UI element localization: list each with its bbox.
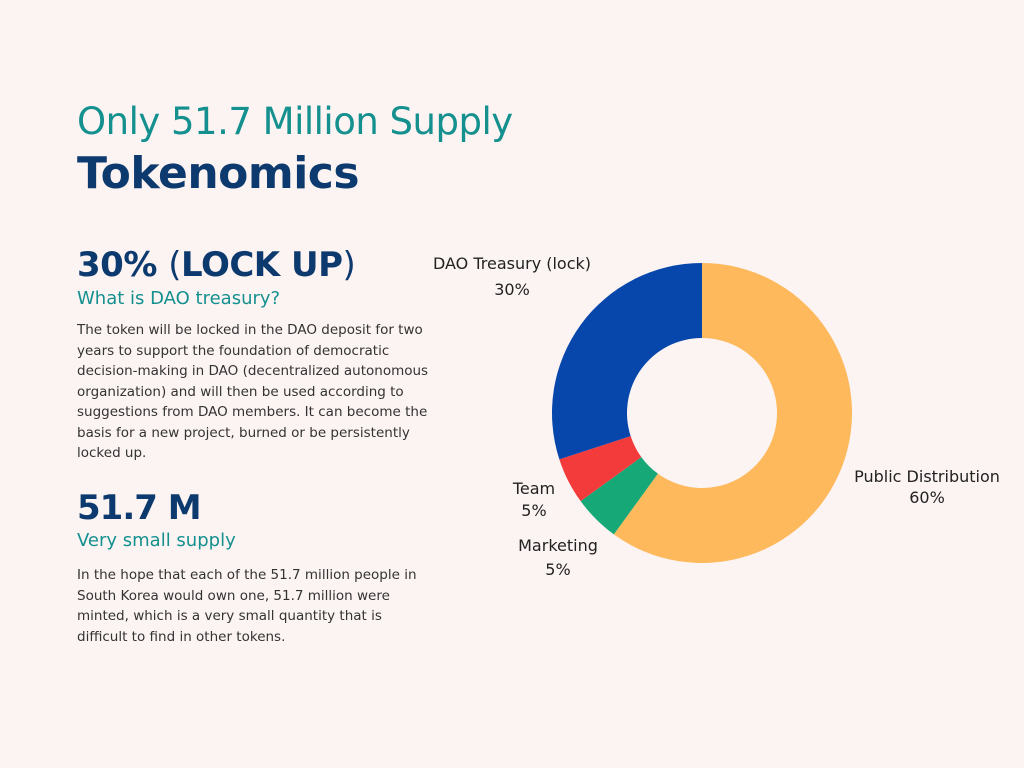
slice-value-label: 5% xyxy=(545,560,570,579)
slice-dao-treasury-lock xyxy=(552,263,702,460)
slice-marketing xyxy=(580,457,658,535)
lockup-label: LOCK UP xyxy=(181,245,343,285)
lockup-open-paren: ( xyxy=(168,245,181,285)
lockup-percent: 30% xyxy=(77,245,157,285)
slice-public-distribution xyxy=(613,263,853,563)
slice-label: Marketing xyxy=(518,536,598,555)
lockup-close-paren: ) xyxy=(342,245,356,285)
supply-heading: 51.7 M xyxy=(77,488,202,528)
supply-subheading: Very small supply xyxy=(77,530,236,551)
slice-label: Public Distribution xyxy=(854,467,1000,486)
slice-value-label: 30% xyxy=(494,280,530,299)
slice-value-label: 60% xyxy=(909,488,945,507)
dao-treasury-question: What is DAO treasury? xyxy=(77,288,281,309)
slice-label: Team xyxy=(512,479,555,498)
supply-description: In the hope that each of the 51.7 millio… xyxy=(77,567,417,645)
dao-treasury-description: The token will be locked in the DAO depo… xyxy=(77,322,429,461)
lockup-heading: 30% (LOCK UP) xyxy=(77,245,356,285)
page-subtitle: Only 51.7 Million Supply xyxy=(77,100,513,143)
slice-team xyxy=(559,436,642,502)
page-title: Tokenomics xyxy=(77,148,360,199)
slice-value-label: 5% xyxy=(521,501,546,520)
slice-label: DAO Treasury (lock) xyxy=(433,254,591,273)
